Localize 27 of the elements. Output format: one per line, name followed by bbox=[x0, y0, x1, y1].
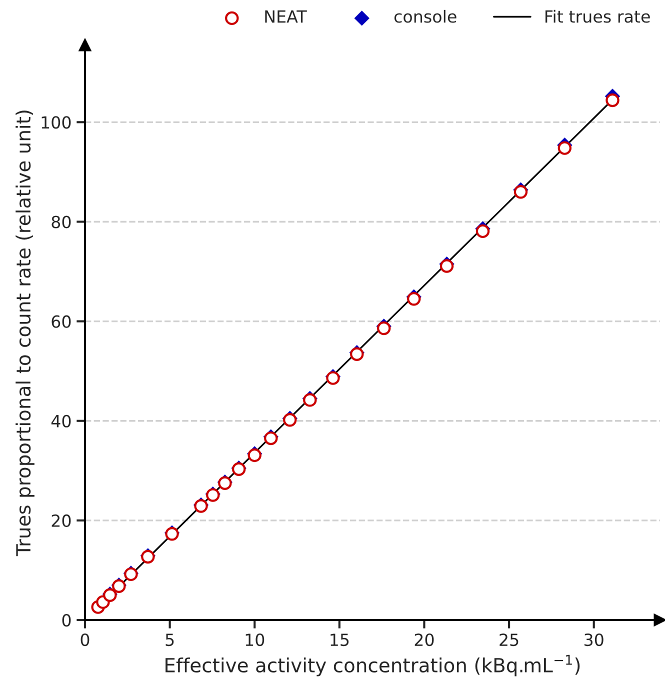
point bbox=[606, 93, 620, 108]
y-tick-label: 40 bbox=[51, 414, 71, 428]
x-tick-label: 25 bbox=[500, 633, 518, 646]
point bbox=[326, 371, 340, 385]
x-axis-title: Effective activity concentration (kBq.mL$^{−1}$) bbox=[166, 654, 580, 676]
point bbox=[283, 413, 297, 427]
x-tick-label: 15 bbox=[330, 634, 349, 646]
y-tick-label: 80 bbox=[52, 216, 71, 228]
point bbox=[558, 141, 572, 155]
legend-label: Fit trues rate bbox=[546, 10, 650, 23]
legend-label: NEAT bbox=[265, 10, 307, 23]
legend-label: console bbox=[394, 10, 456, 23]
y-tick-label: 0 bbox=[62, 614, 71, 627]
x-tick-label: 5 bbox=[166, 634, 174, 646]
x-tick-label: 30 bbox=[584, 633, 604, 646]
y-tick-label: 100 bbox=[42, 116, 71, 129]
x-tick-label: 0 bbox=[80, 633, 90, 646]
point bbox=[303, 393, 317, 407]
y-tick-label: 60 bbox=[52, 315, 71, 328]
y-axis-title: Trues proportional to count rate (relative unit) bbox=[16, 110, 34, 556]
x-tick-label: 10 bbox=[246, 633, 264, 646]
y-tick-label: 20 bbox=[52, 514, 71, 527]
point bbox=[476, 224, 490, 238]
point bbox=[440, 259, 454, 273]
point bbox=[514, 185, 528, 199]
point bbox=[407, 292, 421, 306]
x-tick-label: 20 bbox=[414, 633, 434, 646]
